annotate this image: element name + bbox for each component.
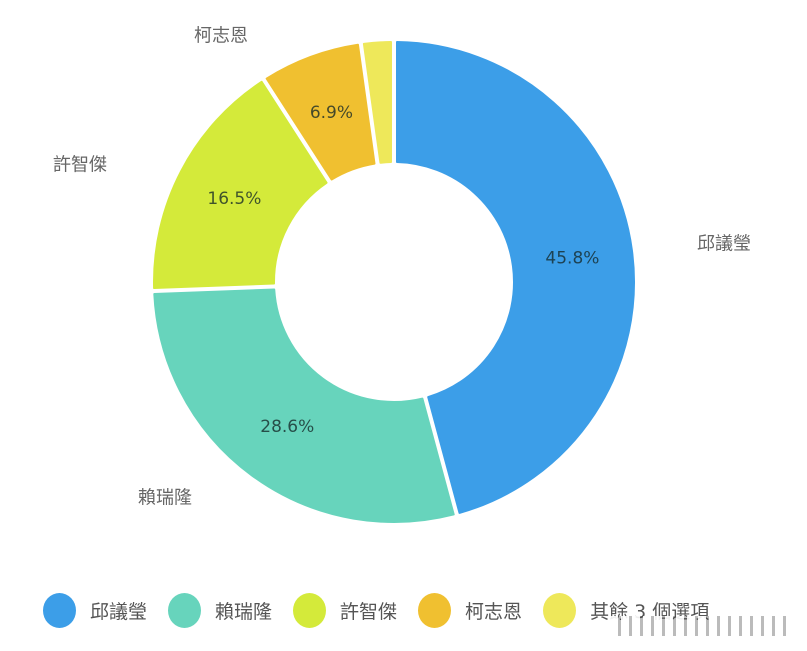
legend-dot-icon (168, 592, 202, 628)
slice-percent-label: 28.6% (260, 417, 314, 437)
donut-slice[interactable] (265, 43, 376, 181)
slice-percent-label: 6.9% (310, 103, 353, 123)
legend-item-others[interactable]: 其餘 3 個選項 (543, 592, 710, 628)
legend-dot-icon (543, 592, 577, 628)
legend-dot-icon (418, 592, 452, 628)
slice-value-labels: 45.8% 28.6% 16.5% 6.9% (207, 103, 599, 437)
slice-category-label: 柯志恩 (194, 26, 248, 47)
legend-label: 邱議瑩 (90, 600, 148, 623)
legend-label: 柯志恩 (465, 600, 523, 623)
slice-percent-label: 16.5% (207, 189, 261, 209)
slice-category-label: 許智傑 (53, 155, 107, 176)
slice-category-label: 邱議瑩 (697, 234, 751, 255)
legend-item-hsu[interactable]: 許智傑 (293, 592, 398, 628)
donut-slices (153, 41, 635, 523)
donut-slice[interactable] (153, 80, 328, 290)
legend-item-qiu[interactable]: 邱議瑩 (43, 592, 148, 628)
legend-dot-icon (43, 592, 76, 628)
legend-item-ko[interactable]: 柯志恩 (418, 592, 523, 628)
legend-label: 其餘 3 個選項 (590, 600, 710, 623)
chart-legend: 邱議瑩 賴瑞隆 許智傑 柯志恩 其餘 3 個選項 (43, 591, 730, 629)
slice-category-label: 賴瑞隆 (138, 488, 192, 509)
donut-slice[interactable] (362, 41, 392, 164)
legend-item-lai[interactable]: 賴瑞隆 (168, 592, 273, 628)
donut-slice[interactable] (396, 41, 635, 514)
slice-percent-label: 45.8% (545, 248, 599, 268)
legend-dot-icon (293, 592, 327, 628)
legend-label: 賴瑞隆 (215, 600, 273, 623)
donut-slice[interactable] (153, 288, 455, 523)
legend-label: 許智傑 (340, 600, 398, 623)
